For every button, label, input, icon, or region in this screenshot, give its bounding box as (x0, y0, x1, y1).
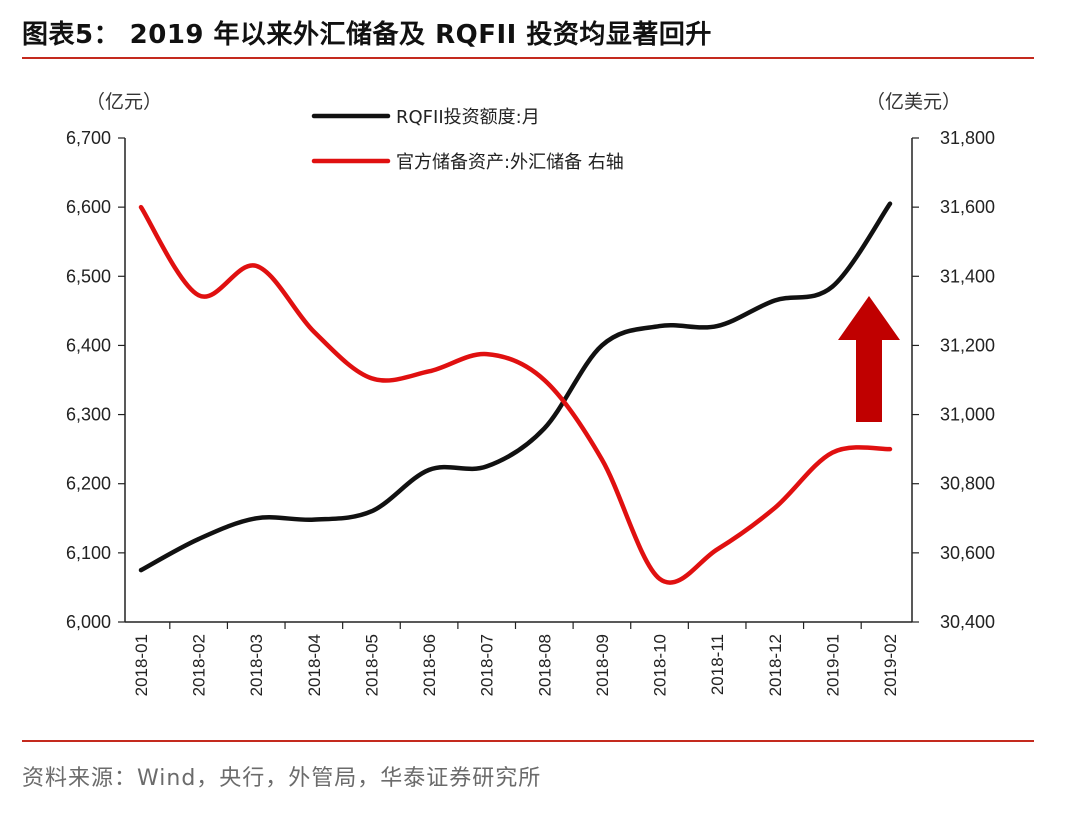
x-tick-label: 2018-06 (420, 634, 439, 696)
fx-reserves-point (427, 369, 431, 373)
fx-reserves-point (542, 378, 546, 382)
x-tick-label: 2018-08 (535, 634, 554, 696)
x-tick-label: 2018-09 (593, 634, 612, 696)
fx-reserves-point (658, 577, 662, 581)
fx-reserves-point (830, 451, 834, 455)
x-tick-label: 2018-11 (708, 634, 727, 695)
rqfii-point (427, 468, 431, 472)
rqfii-point (369, 509, 373, 513)
right-tick-label: 30,600 (940, 543, 995, 563)
x-tick-label: 2018-07 (478, 634, 497, 696)
rqfii-point (773, 298, 777, 302)
rqfii-point (485, 464, 489, 468)
rqfii-point (139, 568, 143, 572)
fx-reserves-point (369, 376, 373, 380)
fx-reserves-point (888, 447, 892, 451)
rqfii-point (197, 537, 201, 541)
x-tick-label: 2018-04 (305, 634, 324, 696)
rqfii-point (312, 518, 316, 522)
left-tick-label: 6,700 (66, 128, 111, 148)
fx-reserves-point (485, 352, 489, 356)
axes: 6,000 30,400 6,100 30,600 6,200 30,800 6,300 31… (66, 128, 995, 696)
rqfii-point (715, 324, 719, 328)
series-lines (138, 201, 893, 585)
left-axis-unit: （亿元） (86, 91, 162, 113)
title-divider (22, 57, 1034, 59)
chart-title: 图表5： 2019 年以来外汇储备及 RQFII 投资均显著回升 (22, 20, 712, 50)
right-tick-label: 31,200 (940, 335, 995, 355)
left-tick-label: 6,500 (66, 266, 111, 286)
rqfii-point (254, 516, 258, 520)
right-tick-label: 31,600 (940, 197, 995, 217)
right-tick-label: 30,800 (940, 474, 995, 494)
right-tick-label: 31,000 (940, 405, 995, 425)
left-tick-label: 6,000 (66, 612, 111, 632)
fx-reserves-point (600, 458, 604, 462)
x-tick-label: 2019-02 (881, 634, 900, 696)
rqfii-point (542, 426, 546, 430)
left-tick-label: 6,200 (66, 474, 111, 494)
rqfii-point (830, 285, 834, 289)
right-axis-unit: （亿美元） (866, 91, 961, 113)
x-tick-label: 2018-01 (132, 634, 151, 696)
rqfii-point (600, 343, 604, 347)
source-note: 资料来源：Wind，央行，外管局，华泰证券研究所 (22, 766, 542, 791)
x-tick-label: 2018-10 (651, 634, 670, 696)
x-tick-label: 2018-12 (766, 634, 785, 696)
fx-reserves-point (254, 264, 258, 268)
x-tick-label: 2019-01 (823, 634, 842, 696)
right-tick-label: 31,800 (940, 128, 995, 148)
up-arrow-annotation (838, 296, 900, 422)
footer-divider (22, 740, 1034, 742)
fx-reserves-point (715, 547, 719, 551)
left-tick-label: 6,100 (66, 543, 111, 563)
legend-label: 官方储备资产:外汇储备 右轴 (396, 152, 624, 173)
fx-reserves-point (312, 330, 316, 334)
right-tick-label: 31,400 (940, 266, 995, 286)
left-tick-label: 6,600 (66, 197, 111, 217)
rqfii-point (888, 202, 892, 206)
fx-reserves-point (773, 506, 777, 510)
fx-reserves-point (197, 293, 201, 297)
legend-label: RQFII投资额度:月 (396, 107, 540, 128)
x-tick-label: 2018-05 (362, 634, 381, 696)
right-tick-label: 30,400 (940, 612, 995, 632)
x-tick-label: 2018-03 (247, 634, 266, 696)
rqfii-series-line (138, 201, 893, 573)
chart-canvas: 6,000 30,400 6,100 30,600 6,200 30,800 6,300 31… (66, 91, 995, 696)
fx-reserves-series-line (138, 204, 893, 585)
rqfii-point (658, 324, 662, 328)
fx-reserves-point (139, 205, 143, 209)
left-tick-label: 6,400 (66, 335, 111, 355)
x-tick-label: 2018-02 (190, 634, 209, 696)
left-tick-label: 6,300 (66, 405, 111, 425)
